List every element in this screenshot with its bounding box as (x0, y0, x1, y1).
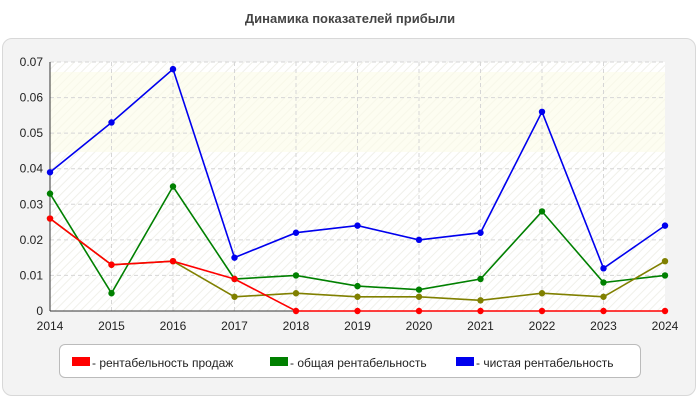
data-point (231, 254, 238, 261)
legend-swatch-blue (456, 357, 474, 367)
data-point (415, 286, 423, 293)
data-point (661, 258, 669, 265)
x-tick-label: 2016 (160, 319, 187, 333)
x-tick-label: 2018 (283, 319, 310, 333)
legend-item-sales-profitability[interactable]: - рентабельность продаж (72, 355, 234, 370)
data-point (600, 279, 607, 286)
x-tick-label: 2017 (221, 319, 248, 333)
data-point (292, 290, 300, 297)
data-point (354, 222, 361, 229)
data-point (231, 275, 238, 283)
data-point (46, 169, 54, 176)
data-point (169, 65, 177, 73)
data-point (169, 183, 177, 190)
data-point (292, 229, 300, 236)
y-tick-label: 0.07 (20, 55, 44, 69)
data-point (600, 293, 607, 300)
data-point (477, 297, 484, 304)
data-point (477, 275, 484, 283)
legend: - рентабельность продаж - общая рентабел… (59, 344, 641, 378)
legend-swatch-green (270, 357, 288, 367)
y-tick-label: 0.03 (20, 197, 44, 211)
data-point (600, 265, 607, 272)
legend-item-total-profitability[interactable]: - общая рентабельность (270, 355, 427, 370)
legend-label: - общая рентабельность (290, 355, 427, 370)
data-point (661, 222, 669, 229)
data-point (354, 282, 361, 290)
x-tick-label: 2019 (344, 319, 371, 333)
data-point (538, 208, 546, 215)
data-point (538, 307, 546, 315)
x-tick-label: 2022 (529, 319, 556, 333)
data-point (108, 261, 115, 268)
data-point (231, 293, 238, 300)
data-point (292, 307, 300, 315)
data-point (538, 108, 546, 116)
data-point (415, 307, 423, 315)
data-point (477, 229, 484, 236)
y-tick-label: 0.02 (20, 233, 44, 247)
data-point (108, 119, 115, 126)
y-tick-label: 0.04 (20, 162, 44, 176)
y-tick-label: 0.01 (20, 268, 44, 282)
x-tick-label: 2023 (590, 319, 617, 333)
x-tick-label: 2014 (37, 319, 64, 333)
data-point (354, 307, 361, 315)
data-point (46, 215, 54, 222)
data-point (354, 293, 361, 300)
x-tick-label: 2021 (467, 319, 494, 333)
legend-item-net-profitability[interactable]: - чистая рентабельность (456, 355, 614, 370)
data-point (108, 290, 115, 297)
data-point (538, 290, 546, 297)
data-point (292, 272, 300, 279)
data-point (477, 307, 484, 315)
y-tick-label: 0.05 (20, 126, 44, 140)
data-point (661, 272, 669, 279)
data-point (46, 190, 54, 197)
x-tick-label: 2015 (98, 319, 125, 333)
chart-title: Динамика показателей прибыли (244, 11, 456, 26)
data-point (600, 307, 607, 315)
y-tick-label: 0 (36, 304, 43, 318)
data-point (169, 258, 177, 265)
legend-label: - рентабельность продаж (92, 355, 234, 370)
y-tick-label: 0.06 (20, 91, 44, 105)
legend-swatch-red (72, 357, 90, 367)
data-point (661, 307, 669, 315)
x-tick-label: 2024 (652, 319, 679, 333)
x-tick-label: 2020 (406, 319, 433, 333)
data-point (415, 236, 423, 244)
legend-label: - чистая рентабельность (476, 355, 614, 370)
data-point (415, 293, 423, 300)
